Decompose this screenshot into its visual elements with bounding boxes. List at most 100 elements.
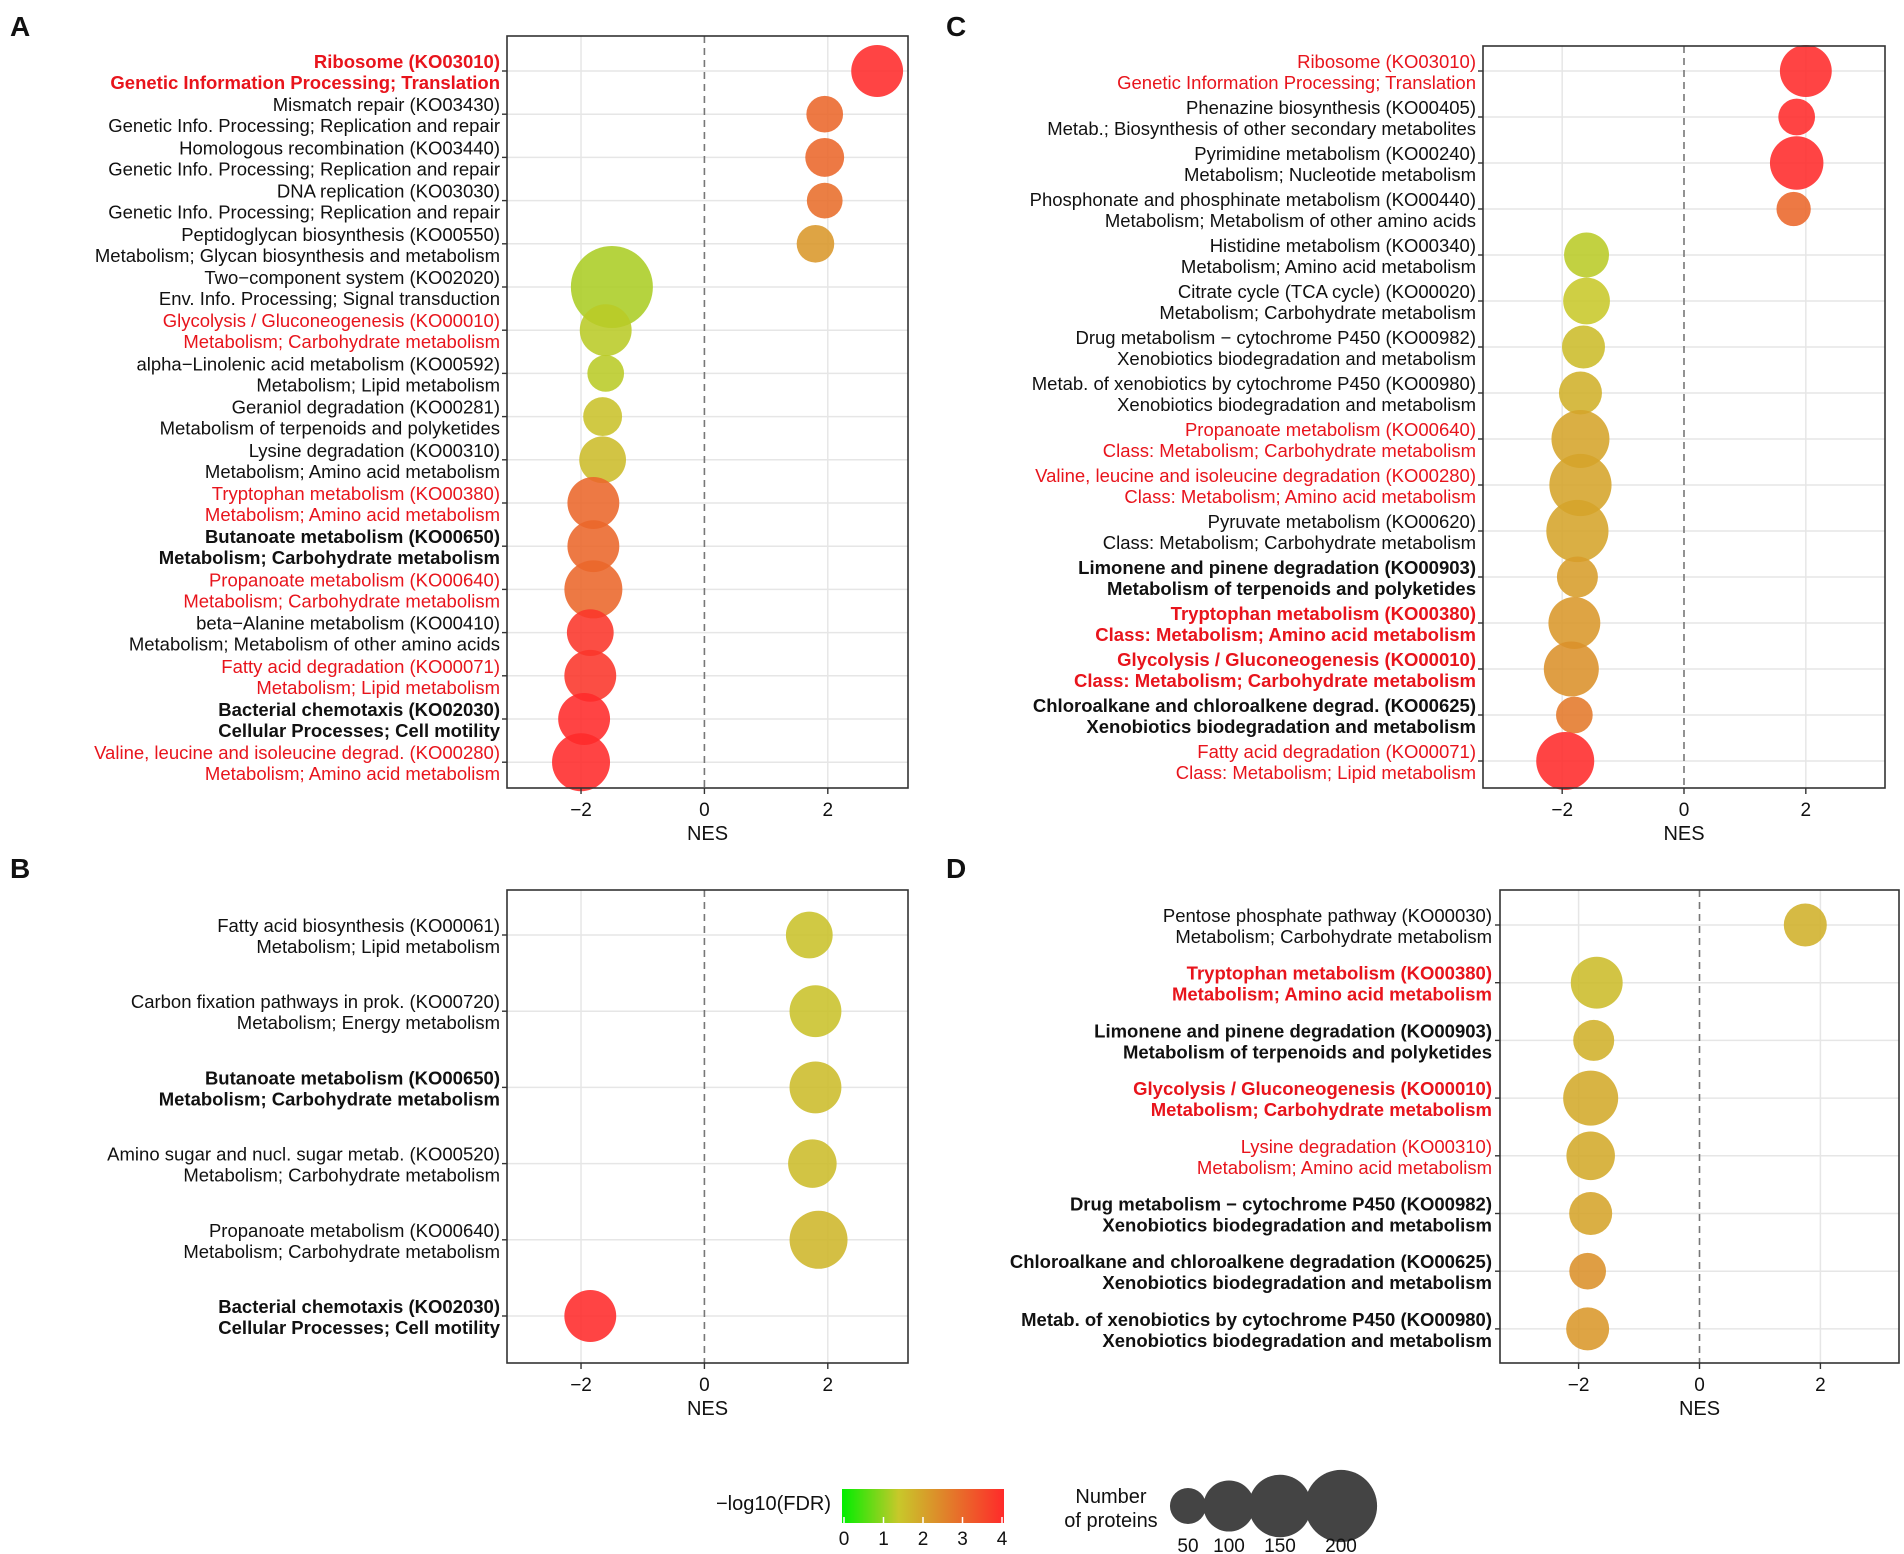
bubble-point: [1549, 453, 1612, 517]
row-label-name: DNA replication (KO03030): [277, 181, 500, 202]
bubble-point: [564, 560, 623, 619]
row-label-class: Metabolism; Nucleotide metabolism: [1184, 164, 1476, 185]
row-label-class: Genetic Info. Processing; Replication an…: [108, 202, 500, 223]
size-legend-label: 200: [1325, 1536, 1357, 1554]
row-label-class: Metabolism; Energy metabolism: [237, 1012, 500, 1033]
x-axis-label: NES: [687, 1398, 728, 1420]
x-axis-label: NES: [687, 823, 728, 845]
bubble-point: [1558, 371, 1602, 415]
row-label-name: Mismatch repair (KO03430): [273, 94, 500, 115]
row-label-name: Chloroalkane and chloroalkene degradatio…: [1010, 1251, 1492, 1272]
bubble-point: [1564, 232, 1610, 278]
bubble-point: [805, 137, 845, 177]
row-label-name: Ribosome (KO03010): [1297, 51, 1476, 72]
row-label-class: Metabolism; Carbohydrate metabolism: [159, 547, 500, 568]
bubble-point: [806, 95, 844, 133]
plot-frame: [506, 35, 909, 789]
row-label-name: Limonene and pinene degradation (KO00903…: [1094, 1020, 1492, 1041]
row-label-name: Fatty acid degradation (KO00071): [1197, 741, 1476, 762]
row-label-name: Fatty acid biosynthesis (KO00061): [217, 915, 500, 936]
colorbar-tick-label: 4: [997, 1529, 1008, 1550]
row-label-class: Metab.; Biosynthesis of other secondary …: [1047, 118, 1476, 139]
bubble-point: [567, 520, 620, 573]
panel-letter: D: [946, 853, 966, 884]
row-label-name: Glycolysis / Gluconeogenesis (KO00010): [1133, 1078, 1492, 1099]
row-label-name: Two−component system (KO02020): [204, 267, 500, 288]
row-label-name: Phosphonate and phosphinate metabolism (…: [1030, 189, 1476, 210]
bubble-point: [785, 911, 833, 959]
size-legend-circle: [1169, 1487, 1207, 1525]
colorbar-tick-label: 1: [878, 1529, 889, 1550]
row-label-class: Metabolism; Carbohydrate metabolism: [159, 1088, 500, 1109]
row-label-class: Metabolism; Metabolism of other amino ac…: [129, 634, 500, 655]
row-label-name: Bacterial chemotaxis (KO02030): [218, 699, 500, 720]
row-label-name: beta−Alanine metabolism (KO00410): [196, 613, 500, 634]
x-axis-label: NES: [1663, 823, 1704, 845]
bubble-point: [1536, 732, 1595, 790]
bubble-point: [1769, 136, 1824, 190]
row-label-class: Metabolism of terpenoids and polyketides: [1123, 1041, 1492, 1062]
x-tick-label: 0: [1694, 1375, 1705, 1396]
row-label-name: Ribosome (KO03010): [314, 51, 500, 72]
bubble-point: [1543, 641, 1599, 697]
row-label-class: Metabolism; Amino acid metabolism: [205, 461, 500, 482]
row-label-name: Chloroalkane and chloroalkene degrad. (K…: [1033, 695, 1476, 716]
row-label-name: Phenazine biosynthesis (KO00405): [1186, 97, 1476, 118]
row-label-name: Fatty acid degradation (KO00071): [221, 656, 500, 677]
row-label-name: Drug metabolism − cytochrome P450 (KO009…: [1070, 1194, 1492, 1215]
bubble-point: [1551, 410, 1610, 468]
row-label-class: Class: Metabolism; Lipid metabolism: [1176, 762, 1476, 783]
panel-letter: A: [10, 11, 30, 42]
row-label-name: Pyrimidine metabolism (KO00240): [1194, 143, 1476, 164]
colorbar-tick-label: 0: [839, 1529, 850, 1550]
row-label-name: Valine, leucine and isoleucine degradati…: [1035, 465, 1476, 486]
bubble-point: [789, 1210, 848, 1269]
row-label-class: Metabolism; Glycan biosynthesis and meta…: [95, 245, 500, 266]
row-label-name: Glycolysis / Gluconeogenesis (KO00010): [1117, 649, 1476, 670]
x-tick-label: −2: [570, 800, 592, 821]
bubble-point: [789, 985, 842, 1038]
colorbar-tick-label: 2: [918, 1529, 929, 1550]
bubble-point: [1569, 1191, 1613, 1236]
bubble-point: [567, 477, 620, 529]
row-label-name: Butanoate metabolism (KO00650): [205, 1067, 500, 1088]
row-label-class: Metabolism; Lipid metabolism: [256, 677, 500, 698]
row-label-class: Env. Info. Processing; Signal transducti…: [159, 288, 500, 309]
bubble-point: [1556, 556, 1598, 598]
row-label-class: Metabolism; Carbohydrate metabolism: [1175, 926, 1492, 947]
bubble-point: [1563, 277, 1610, 325]
row-label-name: Bacterial chemotaxis (KO02030): [218, 1296, 500, 1317]
row-label-name: Glycolysis / Gluconeogenesis (KO00010): [163, 310, 500, 331]
bubble-point: [796, 225, 835, 263]
bubble-point: [1783, 903, 1827, 947]
row-label-name: Lysine degradation (KO00310): [249, 440, 500, 461]
row-label-class: Genetic Information Processing; Translat…: [110, 72, 500, 93]
size-legend-circle: [1304, 1469, 1378, 1543]
row-label-name: Tryptophan metabolism (KO00380): [212, 483, 500, 504]
row-label-name: Limonene and pinene degradation (KO00903…: [1078, 557, 1476, 578]
row-label-class: Metabolism; Amino acid metabolism: [1172, 984, 1492, 1005]
row-label-name: Lysine degradation (KO00310): [1241, 1136, 1492, 1157]
row-label-class: Metabolism of terpenoids and polyketides: [160, 418, 500, 439]
bubble-point: [789, 1061, 842, 1114]
row-label-class: Xenobiotics biodegradation and metabolis…: [1102, 1330, 1492, 1351]
bubble-point: [1778, 98, 1816, 136]
row-label-name: Histidine metabolism (KO00340): [1210, 235, 1476, 256]
bubble-point: [564, 1290, 617, 1342]
row-label-name: Metab. of xenobiotics by cytochrome P450…: [1021, 1309, 1492, 1330]
row-label-name: Metab. of xenobiotics by cytochrome P450…: [1032, 373, 1476, 394]
row-label-name: Valine, leucine and isoleucine degrad. (…: [94, 742, 500, 763]
row-label-class: Class: Metabolism; Carbohydrate metaboli…: [1074, 670, 1476, 691]
x-tick-label: 0: [699, 1375, 710, 1396]
row-label-name: Propanoate metabolism (KO00640): [209, 1220, 500, 1241]
row-label-class: Class: Metabolism; Carbohydrate metaboli…: [1103, 440, 1476, 461]
row-label-class: Metabolism; Amino acid metabolism: [205, 504, 500, 525]
row-label-name: alpha−Linolenic acid metabolism (KO00592…: [136, 353, 500, 374]
row-label-class: Metabolism; Lipid metabolism: [256, 374, 500, 395]
plot-frame: [506, 889, 909, 1364]
bubble-point: [1548, 597, 1601, 649]
row-label-name: Pentose phosphate pathway (KO00030): [1163, 905, 1492, 926]
